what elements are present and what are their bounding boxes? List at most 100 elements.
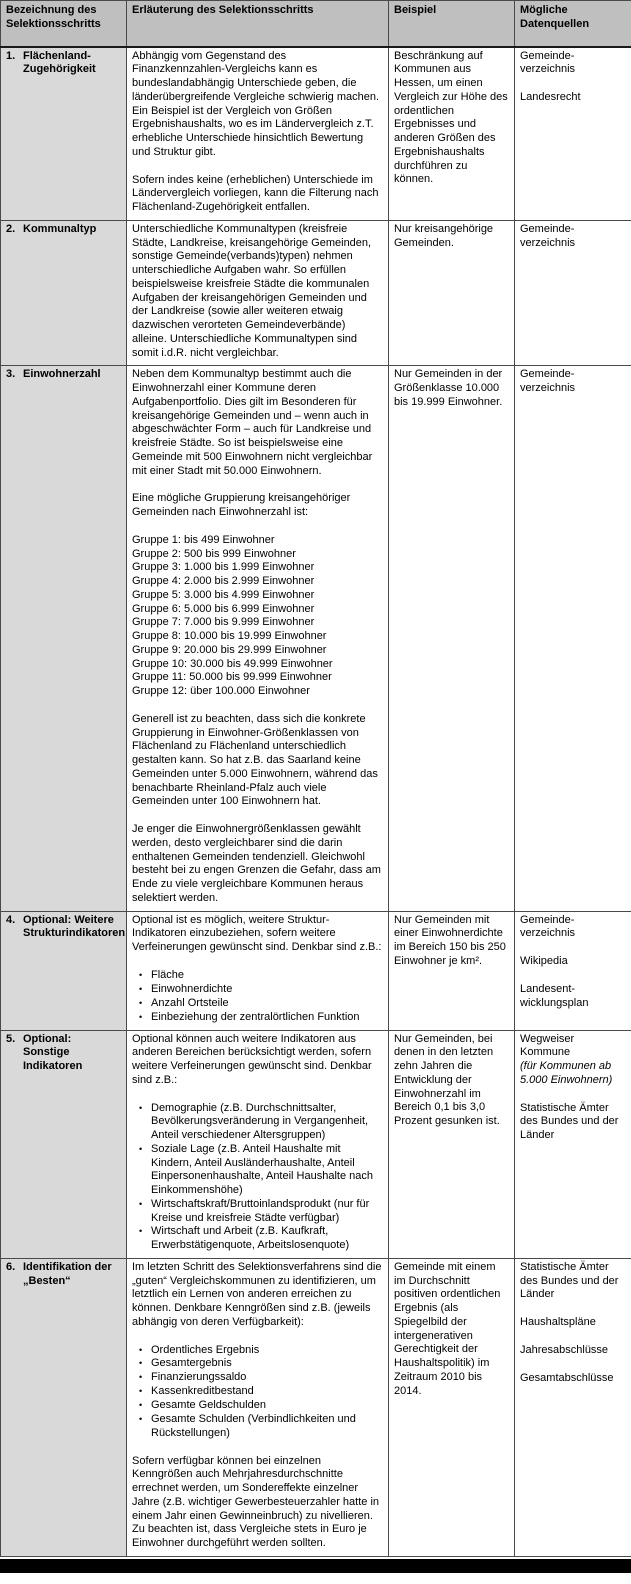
bullet-icon: • bbox=[139, 1198, 143, 1209]
header-row: Bezeichnung des Selektionsschritts Erläu… bbox=[0, 0, 631, 48]
group-line: Gruppe 9: 20.000 bis 29.999 Einwohner bbox=[132, 643, 327, 656]
step-name: 2. Kommunaltyp bbox=[6, 223, 120, 237]
group-list: Gruppe 1: bis 499 Einwohner Gruppe 2: 500… bbox=[132, 534, 382, 699]
bullet-icon: • bbox=[139, 1358, 143, 1369]
bullet-icon: • bbox=[139, 1143, 143, 1154]
group-line: Gruppe 12: über 100.000 Einwohner bbox=[132, 685, 310, 697]
group-line: Gruppe 4: 2.000 bis 2.999 Einwohner bbox=[132, 575, 315, 587]
example-cell: Nur Gemeinden mit einer Einwohnerdichte … bbox=[388, 910, 515, 1031]
bullet-item: • Gesamte Schulden (Verbindlichkeiten und… bbox=[132, 1413, 382, 1441]
bullet-item: • Gesamte Geldschulden bbox=[132, 1399, 382, 1413]
bullet-icon: • bbox=[139, 1102, 143, 1113]
step-number: 4. bbox=[6, 913, 16, 926]
paragraph: Eine mögliche Gruppierung kreisangehörig… bbox=[132, 492, 351, 518]
table-body: 1. Flächenland-Zugehörigkeit Abhängig vom … bbox=[0, 46, 631, 1557]
step-number: 1. bbox=[6, 49, 16, 62]
bullet-text: Einbeziehung der zentralörtlichen Funkti… bbox=[151, 1010, 360, 1023]
group-line: Gruppe 3: 1.000 bis 1.999 Einwohner bbox=[132, 561, 315, 574]
bullet-list: • Fläche • Einwohnerdichte • Anzahl Ortsteile… bbox=[132, 969, 382, 1025]
header-data-sources: Mögliche Datenquellen bbox=[514, 0, 631, 48]
step-number: 6. bbox=[6, 1260, 16, 1273]
table-row: 1. Flächenland-Zugehörigkeit Abhängig vom … bbox=[0, 46, 631, 221]
paragraph: Optional können auch weitere Indikatoren… bbox=[132, 1032, 372, 1086]
group-line: Gruppe 11: 50.000 bis 99.999 Einwohner bbox=[132, 671, 332, 684]
group-line: Gruppe 6: 5.000 bis 6.999 Einwohner bbox=[132, 602, 315, 615]
bullet-item: • Soziale Lage (z.B. Anteil Haushalte mit… bbox=[132, 1143, 382, 1198]
data-source: Gemeinde-verzeichnis bbox=[520, 49, 576, 76]
step-title: Identifikation der „Besten“ bbox=[23, 1260, 112, 1287]
bullet-icon: • bbox=[139, 997, 143, 1008]
sources-cell: Wegweiser Kommune (für Kommunen ab 5.000 … bbox=[514, 1029, 631, 1259]
header-explanation: Erläuterung des Selektionsschritts bbox=[126, 0, 389, 48]
paragraph: Im letzten Schritt des Selektionsverfahr… bbox=[132, 1260, 382, 1328]
step-title: Optional: Weitere Strukturindikatoren bbox=[23, 913, 126, 940]
bullet-icon: • bbox=[139, 1414, 143, 1425]
step-name: 5. Optional: Sonstige Indikatoren bbox=[6, 1033, 120, 1074]
table-row: 5. Optional: Sonstige Indikatoren Optional… bbox=[0, 1029, 631, 1259]
bullet-text: Anzahl Ortsteile bbox=[151, 996, 229, 1009]
group-line: Gruppe 5: 3.000 bis 4.999 Einwohner bbox=[132, 588, 315, 601]
header-step-name: Bezeichnung des Selektionsschritts bbox=[0, 0, 127, 48]
paragraph: Generell ist zu beachten, dass sich die … bbox=[132, 712, 378, 808]
bullet-item: • Wirtschaftskraft/Bruttoinlandsprodukt (… bbox=[132, 1198, 382, 1226]
bullet-text: Wirtschaftskraft/Bruttoinlandsprodukt (n… bbox=[151, 1197, 370, 1224]
bullet-item: • Finanzierungssaldo bbox=[132, 1371, 382, 1385]
data-source: (für Kommunen ab 5.000 Einwohnern) bbox=[520, 1060, 613, 1086]
bullet-text: Demographie (z.B. Durchschnittsalter, Be… bbox=[151, 1101, 369, 1142]
explanation-cell: Im letzten Schritt des Selektionsverfahr… bbox=[126, 1257, 389, 1557]
bullet-icon: • bbox=[139, 1386, 143, 1397]
sources-cell: Gemeinde-verzeichnis bbox=[514, 219, 631, 367]
group-line: Gruppe 2: 500 bis 999 Einwohner bbox=[132, 547, 296, 560]
step-number: 3. bbox=[6, 368, 16, 381]
bullet-text: Soziale Lage (z.B. Anteil Haushalte mit … bbox=[151, 1142, 373, 1196]
data-source: Haushaltspläne bbox=[520, 1316, 596, 1328]
table-row: 3. Einwohnerzahl Neben dem Kommunaltyp bes… bbox=[0, 365, 631, 912]
explanation-cell: Abhängig vom Gegenstand des Finanzkennza… bbox=[126, 46, 389, 221]
data-source: Wikipedia bbox=[520, 955, 568, 967]
table-row: 6. Identifikation der „Besten“ Im letzten … bbox=[0, 1257, 631, 1557]
step-name-cell: 5. Optional: Sonstige Indikatoren bbox=[0, 1029, 127, 1259]
step-name-cell: 4. Optional: Weitere Strukturindikatoren bbox=[0, 910, 127, 1031]
paragraph: Sofern verfügbar können bei einzelnen Ke… bbox=[132, 1454, 380, 1550]
data-source: Gesamtabschlüsse bbox=[520, 1371, 614, 1384]
example-cell: Beschränkung auf Kommunen aus Hessen, um… bbox=[388, 46, 515, 221]
bullet-text: Gesamte Schulden (Verbindlichkeiten und … bbox=[151, 1413, 356, 1439]
table-row: 2. Kommunaltyp Unterschiedliche Kommunalty… bbox=[0, 219, 631, 367]
sources-cell: Statistische Ämter des Bundes und der Lä… bbox=[514, 1257, 631, 1557]
bullet-icon: • bbox=[139, 1372, 143, 1383]
data-source: Gemeinde-verzeichnis bbox=[520, 913, 576, 940]
explanation-cell: Unterschiedliche Kommunaltypen (kreisfre… bbox=[126, 219, 389, 367]
bullet-icon: • bbox=[139, 1226, 143, 1237]
bullet-text: Gesamtergebnis bbox=[151, 1357, 232, 1370]
example-cell: Nur kreisangehörige Gemeinden. bbox=[388, 219, 515, 367]
bullet-item: • Ordentliches Ergebnis bbox=[132, 1344, 382, 1358]
step-title: Kommunaltyp bbox=[23, 222, 97, 235]
example-cell: Nur Gemeinden in der Größenklasse 10.000… bbox=[388, 365, 515, 912]
data-source: Gemeinde-verzeichnis bbox=[520, 368, 576, 394]
explanation-cell: Optional ist es möglich, weitere Struktu… bbox=[126, 910, 389, 1031]
paragraph: Abhängig vom Gegenstand des Finanzkennza… bbox=[132, 49, 380, 158]
sources-cell: Gemeinde-verzeichnis Wikipedia Landesent-w… bbox=[514, 910, 631, 1031]
bullet-icon: • bbox=[139, 1344, 143, 1355]
bullet-icon: • bbox=[139, 983, 143, 994]
bullet-item: • Gesamtergebnis bbox=[132, 1357, 382, 1371]
sources-cell: Gemeinde-verzeichnis Landesrecht bbox=[514, 46, 631, 221]
step-name: 1. Flächenland-Zugehörigkeit bbox=[6, 50, 120, 78]
bullet-text: Wirtschaft und Arbeit (z.B. Kaufkraft, E… bbox=[151, 1225, 350, 1251]
step-title: Optional: Sonstige Indikatoren bbox=[23, 1032, 83, 1073]
explanation-cell: Neben dem Kommunaltyp bestimmt auch die … bbox=[126, 365, 389, 912]
bullet-text: Einwohnerdichte bbox=[151, 982, 233, 995]
step-name: 4. Optional: Weitere Strukturindikatoren bbox=[6, 913, 125, 942]
bottom-bar bbox=[0, 1558, 631, 1573]
step-title: Flächenland-Zugehörigkeit bbox=[23, 49, 96, 76]
bullet-text: Finanzierungssaldo bbox=[151, 1371, 247, 1384]
bullet-icon: • bbox=[139, 969, 143, 980]
bullet-item: • Kassenkreditbestand bbox=[132, 1385, 382, 1399]
step-number: 5. bbox=[6, 1032, 16, 1045]
explanation-cell: Optional können auch weitere Indikatoren… bbox=[126, 1029, 389, 1259]
bullet-item: • Anzahl Ortsteile bbox=[132, 997, 382, 1011]
group-line: Gruppe 7: 7.000 bis 9.999 Einwohner bbox=[132, 616, 315, 629]
paragraph: Sofern indes keine (erheblichen) Untersc… bbox=[132, 173, 379, 214]
bullet-text: Gesamte Geldschulden bbox=[151, 1399, 266, 1412]
paragraph: Optional ist es möglich, weitere Struktu… bbox=[132, 913, 382, 954]
